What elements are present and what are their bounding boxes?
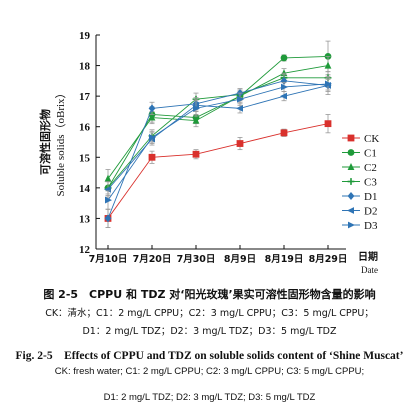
series-line-c2	[107, 65, 329, 179]
legend-marker-d2	[347, 207, 354, 214]
series-line-ck	[107, 123, 329, 219]
figure-legend-note-cn-line1: CK：清水；C1：2 mg/L CPPU；C2：3 mg/L CPPU；C3：5…	[45, 308, 374, 319]
series-line-c3	[107, 77, 328, 189]
x-tick-label: 8月9日	[224, 254, 256, 265]
data-point-c2	[192, 116, 200, 124]
legend-label-d1: D1	[364, 191, 377, 203]
figure-caption-cn: 图 2-5 CPPU 和 TDZ 对‘阳光玫瑰’果实可溶性固形物含量的影响	[43, 288, 376, 301]
y-tick-label: 18	[79, 61, 91, 73]
figure-caption-en: Fig. 2-5 Effects of CPPU and TDZ on solu…	[15, 350, 404, 362]
legend-label-d3: D3	[364, 220, 378, 232]
x-tick-label: 8月19日	[265, 254, 304, 265]
x-tick-label: 7月30日	[177, 254, 216, 265]
x-axis-title-cn: 日期	[358, 250, 378, 263]
data-point-d3	[281, 83, 288, 91]
soluble-solids-chart: 12 13 14 15 16 17 18 19 7月10日 7月20日 7月30日 8月9日 8月19日…	[38, 30, 379, 275]
data-point-d3	[149, 134, 156, 141]
legend-marker-c2	[347, 163, 355, 170]
y-tick-label: 14	[79, 183, 91, 195]
data-point-d2	[280, 92, 287, 100]
figure-legend-note-en-line1: CK: fresh water; C1: 2 mg/L CPPU; C2: 3 …	[54, 366, 365, 377]
legend-marker-ck	[347, 134, 355, 142]
series-line-c1	[107, 55, 329, 189]
legend-label-c2: C2	[364, 162, 377, 174]
legend-label-c3: C3	[364, 177, 377, 189]
y-axis-title-en: Soluble solids（oBrix）	[54, 87, 67, 196]
series-c1	[104, 40, 332, 196]
data-point-c2	[148, 113, 156, 121]
data-point-ck	[148, 153, 156, 161]
data-point-d3	[193, 104, 200, 112]
data-point-d2	[236, 104, 243, 112]
x-axis-title-en: Date	[361, 265, 378, 275]
legend-marker-d3	[348, 221, 355, 229]
y-tick-label: 17	[79, 91, 91, 103]
legend-marker-c3	[347, 178, 355, 185]
data-point-ck	[192, 150, 200, 158]
data-point-d1	[280, 76, 288, 85]
series-d3	[105, 77, 332, 210]
y-axis-title-cn: 可溶性固形物	[38, 109, 52, 175]
figure-legend-note-en-line2: D1: 2 mg/L TDZ; D2: 3 mg/L TDZ; D3: 5 mg…	[103, 392, 316, 403]
y-tick-label: 13	[79, 213, 91, 225]
data-point-d3	[237, 95, 244, 103]
data-point-c1	[280, 54, 288, 62]
y-tick-label: 15	[79, 152, 91, 164]
series-ck	[104, 114, 332, 229]
series-c2	[104, 56, 332, 189]
data-point-c2	[324, 61, 332, 69]
data-point-ck	[236, 140, 244, 147]
legend-label-ck: CK	[364, 133, 379, 145]
series-line-d1	[107, 80, 329, 219]
y-tick-label: 16	[79, 122, 91, 134]
x-tick-label: 7月10日	[89, 254, 128, 265]
legend: CK C1 C2 C3 D1 D2 D3	[342, 133, 379, 232]
x-tick-label: 8月29日	[309, 254, 348, 265]
legend-marker-c1	[347, 149, 355, 156]
data-point-d1	[104, 214, 112, 223]
data-point-c2	[104, 174, 112, 182]
data-point-d2	[192, 101, 199, 109]
series-line-d2	[107, 85, 329, 190]
data-point-d3	[105, 196, 112, 204]
legend-label-d2: D2	[364, 206, 377, 218]
legend-label-c1: C1	[364, 148, 377, 160]
data-point-ck	[324, 120, 332, 128]
y-tick-label: 19	[79, 30, 91, 42]
data-point-d3	[325, 80, 332, 88]
y-tick-label: 12	[79, 244, 91, 256]
data-point-d1	[148, 104, 156, 113]
figure-legend-note-cn-line2: D1：2 mg/L TDZ；D2：3 mg/L TDZ；D3：5 mg/L TD…	[82, 326, 337, 337]
data-point-ck	[280, 129, 288, 137]
series-line-d3	[107, 83, 329, 201]
legend-marker-d1	[347, 192, 355, 200]
x-tick-label: 7月20日	[133, 254, 172, 265]
